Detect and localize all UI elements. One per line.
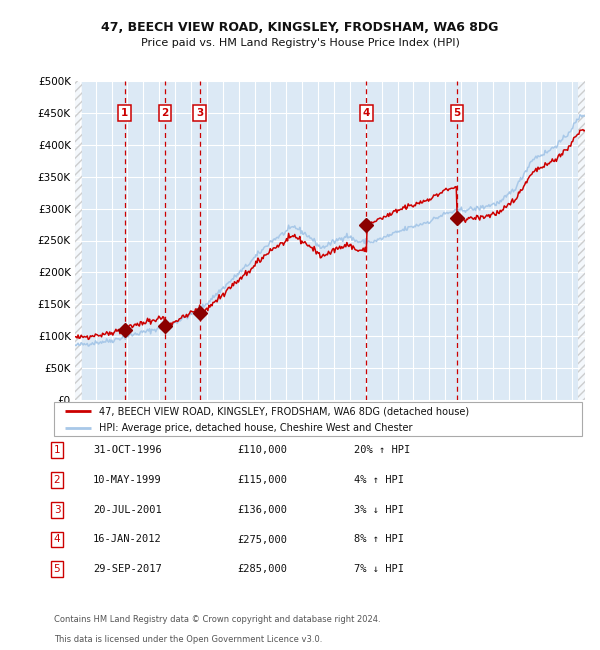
Text: 47, BEECH VIEW ROAD, KINGSLEY, FRODSHAM, WA6 8DG (detached house): 47, BEECH VIEW ROAD, KINGSLEY, FRODSHAM,… xyxy=(99,406,469,416)
Text: 47, BEECH VIEW ROAD, KINGSLEY, FRODSHAM, WA6 8DG: 47, BEECH VIEW ROAD, KINGSLEY, FRODSHAM,… xyxy=(101,21,499,34)
Text: £110,000: £110,000 xyxy=(237,445,287,455)
Text: 2: 2 xyxy=(161,108,169,118)
Text: 2: 2 xyxy=(53,474,61,485)
Text: Price paid vs. HM Land Registry's House Price Index (HPI): Price paid vs. HM Land Registry's House … xyxy=(140,38,460,47)
Text: 10-MAY-1999: 10-MAY-1999 xyxy=(93,474,162,485)
Bar xyxy=(578,81,586,400)
Text: 4: 4 xyxy=(362,108,370,118)
Text: 20% ↑ HPI: 20% ↑ HPI xyxy=(354,445,410,455)
Bar xyxy=(75,81,82,400)
Text: 4: 4 xyxy=(53,534,61,545)
Text: £136,000: £136,000 xyxy=(237,504,287,515)
Text: 5: 5 xyxy=(454,108,461,118)
Text: 31-OCT-1996: 31-OCT-1996 xyxy=(93,445,162,455)
FancyBboxPatch shape xyxy=(54,402,582,436)
Text: £115,000: £115,000 xyxy=(237,474,287,485)
Text: 1: 1 xyxy=(53,445,61,455)
Text: This data is licensed under the Open Government Licence v3.0.: This data is licensed under the Open Gov… xyxy=(54,634,322,644)
Text: 5: 5 xyxy=(53,564,61,575)
Text: 3: 3 xyxy=(53,504,61,515)
Text: 20-JUL-2001: 20-JUL-2001 xyxy=(93,504,162,515)
Text: 4% ↑ HPI: 4% ↑ HPI xyxy=(354,474,404,485)
Text: £275,000: £275,000 xyxy=(237,534,287,545)
Text: 1: 1 xyxy=(121,108,128,118)
Text: HPI: Average price, detached house, Cheshire West and Chester: HPI: Average price, detached house, Ches… xyxy=(99,423,412,433)
Text: 7% ↓ HPI: 7% ↓ HPI xyxy=(354,564,404,575)
Text: 16-JAN-2012: 16-JAN-2012 xyxy=(93,534,162,545)
Text: 3: 3 xyxy=(196,108,203,118)
Text: 8% ↑ HPI: 8% ↑ HPI xyxy=(354,534,404,545)
Text: Contains HM Land Registry data © Crown copyright and database right 2024.: Contains HM Land Registry data © Crown c… xyxy=(54,615,380,624)
Text: £285,000: £285,000 xyxy=(237,564,287,575)
Text: 3% ↓ HPI: 3% ↓ HPI xyxy=(354,504,404,515)
Text: 29-SEP-2017: 29-SEP-2017 xyxy=(93,564,162,575)
